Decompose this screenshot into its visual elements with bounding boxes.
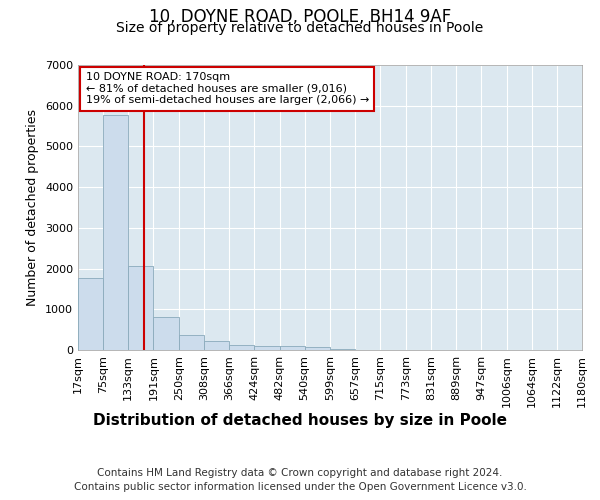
Bar [280,346,305,350]
Bar [103,114,128,350]
Bar [179,335,204,350]
Text: 10, DOYNE ROAD, POOLE, BH14 9AF: 10, DOYNE ROAD, POOLE, BH14 9AF [149,8,451,26]
Bar [254,346,280,350]
Bar [229,345,254,350]
Text: Size of property relative to detached houses in Poole: Size of property relative to detached ho… [116,21,484,35]
Bar [204,341,229,350]
Text: Distribution of detached houses by size in Poole: Distribution of detached houses by size … [93,412,507,428]
Text: 10 DOYNE ROAD: 170sqm
← 81% of detached houses are smaller (9,016)
19% of semi-d: 10 DOYNE ROAD: 170sqm ← 81% of detached … [86,72,369,106]
Text: Contains HM Land Registry data © Crown copyright and database right 2024.: Contains HM Land Registry data © Crown c… [97,468,503,477]
Bar [305,346,330,350]
Y-axis label: Number of detached properties: Number of detached properties [26,109,40,306]
Bar [128,266,154,350]
Text: Contains public sector information licensed under the Open Government Licence v3: Contains public sector information licen… [74,482,526,492]
Bar [154,316,179,350]
Bar [78,278,103,350]
